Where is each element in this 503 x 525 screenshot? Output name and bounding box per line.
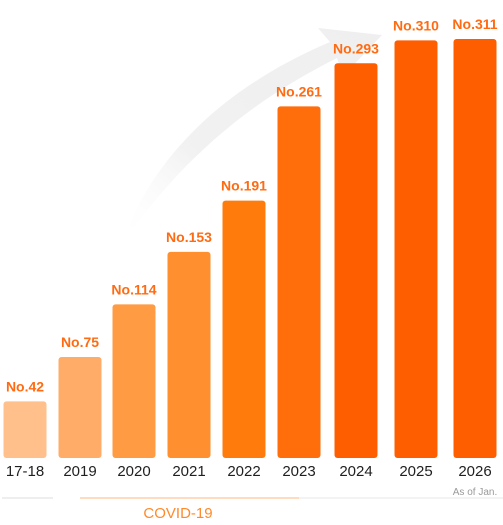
data-label-2019: No.75 (61, 334, 99, 350)
x-tick-sublabel-2026: As of Jan. (453, 487, 497, 498)
data-label-2021: No.153 (166, 229, 212, 245)
x-tick-label-17-18: 17-18 (6, 463, 44, 480)
data-label-2023: No.261 (276, 83, 322, 99)
data-label-2026: No.311 (452, 16, 497, 32)
x-tick-label-2019: 2019 (63, 463, 96, 480)
x-tick-label-2025: 2025 (399, 463, 432, 480)
bars-layer (3, 39, 497, 459)
data-label-2022: No.191 (221, 178, 267, 194)
labels-layer: No.42 No.75 No.114 No.153 No.191 No.261 No.293… (6, 16, 498, 394)
data-label-2025: No.310 (393, 17, 439, 33)
axis-layer: 17-18 2019 2020 2021 2022 2023 2024 2025 2026 As … (2, 463, 503, 499)
data-label-17-18: No.42 (6, 378, 44, 394)
bar-17-18 (3, 401, 47, 458)
x-tick-label-2020: 2020 (117, 463, 150, 480)
covid-label: COVID-19 (143, 505, 212, 522)
trend-arrow-shape (122, 28, 382, 244)
bar-2019 (58, 356, 102, 458)
trend-arrow (122, 28, 382, 244)
x-tick-label-2021: 2021 (172, 463, 205, 480)
bar-2025 (394, 40, 438, 459)
bar-2020 (112, 304, 156, 458)
bar-2024 (334, 63, 378, 459)
data-label-2024: No.293 (333, 40, 379, 56)
bar-2026 (453, 39, 497, 458)
x-tick-label-2024: 2024 (339, 463, 372, 480)
bar-2022 (222, 200, 266, 458)
x-tick-label-2022: 2022 (227, 463, 260, 480)
x-tick-label-2026: 2026 (458, 463, 491, 480)
bar-2021 (167, 251, 211, 458)
x-tick-label-2023: 2023 (282, 463, 315, 480)
data-label-2020: No.114 (111, 281, 156, 297)
covid-annotation: COVID-19 (143, 505, 212, 522)
bar-2023 (277, 106, 321, 458)
